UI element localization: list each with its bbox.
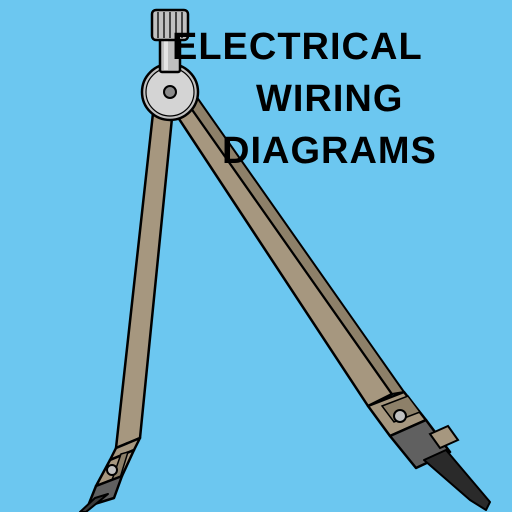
app-icon-canvas: ELECTRICAL WIRING DIAGRAMS: [0, 0, 512, 512]
title-line-3: DIAGRAMS: [222, 130, 437, 173]
drafting-compass-illustration: [0, 0, 512, 512]
title-line-2: WIRING: [256, 78, 403, 121]
title-line-1: ELECTRICAL: [172, 26, 423, 69]
